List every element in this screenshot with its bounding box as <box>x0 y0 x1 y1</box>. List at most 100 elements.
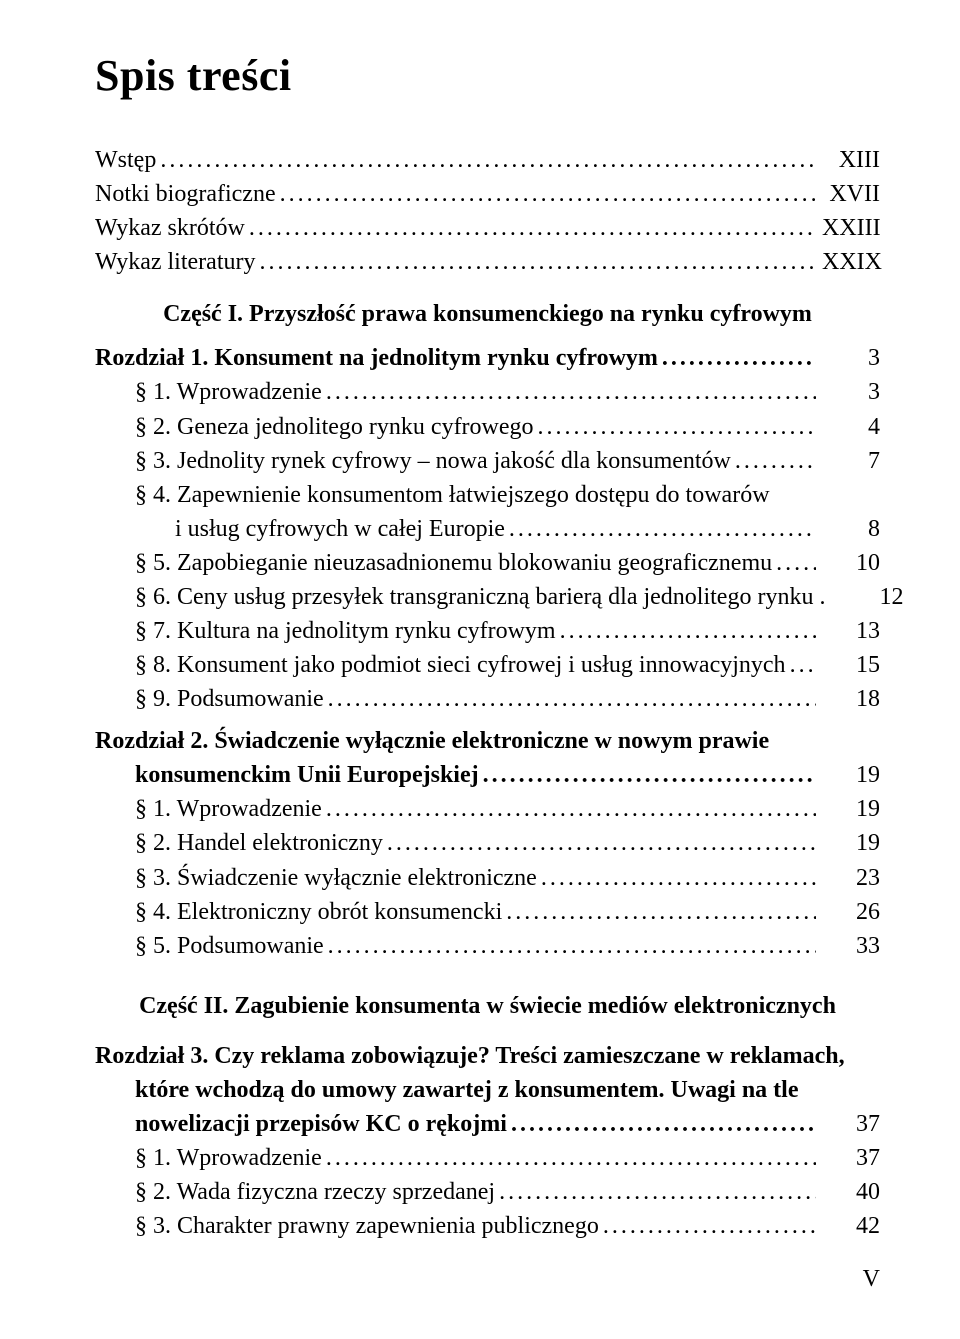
toc-entry: § 6. Ceny usług przesyłek transgraniczną… <box>95 580 880 614</box>
entry-page: 33 <box>816 929 880 963</box>
entry-page: 37 <box>816 1141 880 1175</box>
leader-dots <box>324 929 816 963</box>
entry-page: 15 <box>816 648 880 682</box>
leader-dots <box>505 512 816 546</box>
chapter-1-title: Rozdział 1. Konsument na jednolitym rynk… <box>95 341 880 375</box>
toc-entry: § 2. Wada fizyczna rzeczy sprzedanej 40 <box>95 1175 880 1209</box>
leader-dots <box>276 177 816 211</box>
toc-entry: § 3. Charakter prawny zapewnienia public… <box>95 1209 880 1243</box>
entry-page: 18 <box>816 682 880 716</box>
leader-dots <box>772 546 816 580</box>
entry-label: § 4. Elektroniczny obrót konsumencki <box>135 895 502 929</box>
entry-label: Wykaz literatury <box>95 245 255 279</box>
entry-label: § 7. Kultura na jednolitym rynku cyfrowy… <box>135 614 556 648</box>
toc-entry-multiline: § 4. Zapewnienie konsumentom łatwiejszeg… <box>95 478 880 512</box>
entry-label: § 3. Jednolity rynek cyfrowy – nowa jako… <box>135 444 731 478</box>
leader-dots <box>786 648 816 682</box>
leader-dots <box>495 1175 816 1209</box>
toc-entry: § 3. Jednolity rynek cyfrowy – nowa jako… <box>95 444 880 478</box>
toc-entry: § 3. Świadczenie wyłącznie elektroniczne… <box>95 861 880 895</box>
leader-dots <box>156 143 816 177</box>
leader-dots <box>507 1107 816 1141</box>
entry-label: § 2. Wada fizyczna rzeczy sprzedanej <box>135 1175 495 1209</box>
entry-page: 19 <box>816 758 880 792</box>
entry-label: § 1. Wprowadzenie <box>135 1141 322 1175</box>
leader-dots <box>599 1209 816 1243</box>
entry-page: 26 <box>816 895 880 929</box>
entry-label-line2: i usług cyfrowych w całej Europie <box>175 512 505 546</box>
entry-label: § 3. Charakter prawny zapewnienia public… <box>135 1209 599 1243</box>
footer-page-number: V <box>863 1266 880 1293</box>
entry-label: nowelizacji przepisów KC o rękojmi <box>135 1107 507 1141</box>
page-title: Spis treści <box>95 50 880 101</box>
toc-entry: § 2. Geneza jednolitego rynku cyfrowego … <box>95 410 880 444</box>
entry-page: XIII <box>816 143 880 177</box>
entry-label: § 1. Wprowadzenie <box>135 792 322 826</box>
entry-label: § 8. Konsument jako podmiot sieci cyfrow… <box>135 648 786 682</box>
entry-label: § 2. Handel elektroniczny <box>135 826 383 860</box>
leader-dots <box>537 861 816 895</box>
part-heading-2: Część II. Zagubienie konsumenta w świeci… <box>95 989 880 1023</box>
leader-dots <box>658 341 816 375</box>
leader-dots <box>322 375 816 409</box>
leader-dots <box>534 410 816 444</box>
toc-entry: i usług cyfrowych w całej Europie 8 <box>95 512 880 546</box>
toc-entry: Wykaz skrótów XXIII <box>95 211 880 245</box>
leader-dots <box>324 682 816 716</box>
entry-page: 3 <box>816 375 880 409</box>
leader-dots <box>502 895 816 929</box>
toc-entry: § 5. Podsumowanie 33 <box>95 929 880 963</box>
toc-entry: § 8. Konsument jako podmiot sieci cyfrow… <box>95 648 880 682</box>
chapter-3-title-line3: nowelizacji przepisów KC o rękojmi 37 <box>95 1107 880 1141</box>
part-heading-1: Część I. Przyszłość prawa konsumenckiego… <box>95 297 880 331</box>
leader-dots <box>731 444 816 478</box>
toc-entry: § 1. Wprowadzenie 37 <box>95 1141 880 1175</box>
toc-entry: Notki biograficzne XVII <box>95 177 880 211</box>
entry-label: konsumenckim Unii Europejskiej <box>135 758 479 792</box>
entry-label: § 5. Zapobieganie nieuzasadnionemu bloko… <box>135 546 772 580</box>
chapter-2-title-line2: konsumenckim Unii Europejskiej 19 <box>95 758 880 792</box>
entry-label: Wstęp <box>95 143 156 177</box>
entry-page: 10 <box>816 546 880 580</box>
entry-page: 19 <box>816 826 880 860</box>
entry-page: 8 <box>816 512 880 546</box>
entry-label: § 6. Ceny usług przesyłek transgraniczną… <box>135 580 825 614</box>
toc-entry: § 1. Wprowadzenie 19 <box>95 792 880 826</box>
entry-page: XVII <box>816 177 880 211</box>
entry-label-line1: § 4. Zapewnienie konsumentom łatwiejszeg… <box>135 482 770 508</box>
entry-label: § 3. Świadczenie wyłącznie elektroniczne <box>135 861 537 895</box>
entry-label: Rozdział 1. Konsument na jednolitym rynk… <box>95 341 658 375</box>
entry-page: 37 <box>816 1107 880 1141</box>
entry-label: § 2. Geneza jednolitego rynku cyfrowego <box>135 410 534 444</box>
entry-label: Wykaz skrótów <box>95 211 245 245</box>
entry-page: 3 <box>816 341 880 375</box>
entry-label: § 1. Wprowadzenie <box>135 375 322 409</box>
toc-entry: § 7. Kultura na jednolitym rynku cyfrowy… <box>95 614 880 648</box>
leader-dots <box>556 614 816 648</box>
toc-entry: § 9. Podsumowanie 18 <box>95 682 880 716</box>
entry-page: 40 <box>816 1175 880 1209</box>
entry-label: § 9. Podsumowanie <box>135 682 324 716</box>
leader-dots <box>245 211 816 245</box>
entry-page: 12 <box>839 580 903 614</box>
toc-entry: § 5. Zapobieganie nieuzasadnionemu bloko… <box>95 546 880 580</box>
entry-page: 42 <box>816 1209 880 1243</box>
entry-label: § 5. Podsumowanie <box>135 929 324 963</box>
entry-page: 23 <box>816 861 880 895</box>
page: Spis treści Wstęp XIII Notki biograficzn… <box>0 0 960 1339</box>
leader-dots <box>255 245 816 279</box>
leader-dots <box>322 792 816 826</box>
entry-page: 13 <box>816 614 880 648</box>
entry-page: XXIX <box>816 245 880 279</box>
toc-entry: Wstęp XIII <box>95 143 880 177</box>
leader-dots <box>383 826 816 860</box>
toc-entry: Wykaz literatury XXIX <box>95 245 880 279</box>
entry-page: 7 <box>816 444 880 478</box>
chapter-3-title-line2: które wchodzą do umowy zawartej z konsum… <box>95 1073 880 1107</box>
chapter-3-title-line1: Rozdział 3. Czy reklama zobowiązuje? Tre… <box>95 1039 880 1073</box>
chapter-2-title-line1: Rozdział 2. Świadczenie wyłącznie elektr… <box>95 724 880 758</box>
leader-dots <box>479 758 816 792</box>
entry-page: 4 <box>816 410 880 444</box>
toc-entry: § 4. Elektroniczny obrót konsumencki 26 <box>95 895 880 929</box>
leader-dots <box>322 1141 816 1175</box>
